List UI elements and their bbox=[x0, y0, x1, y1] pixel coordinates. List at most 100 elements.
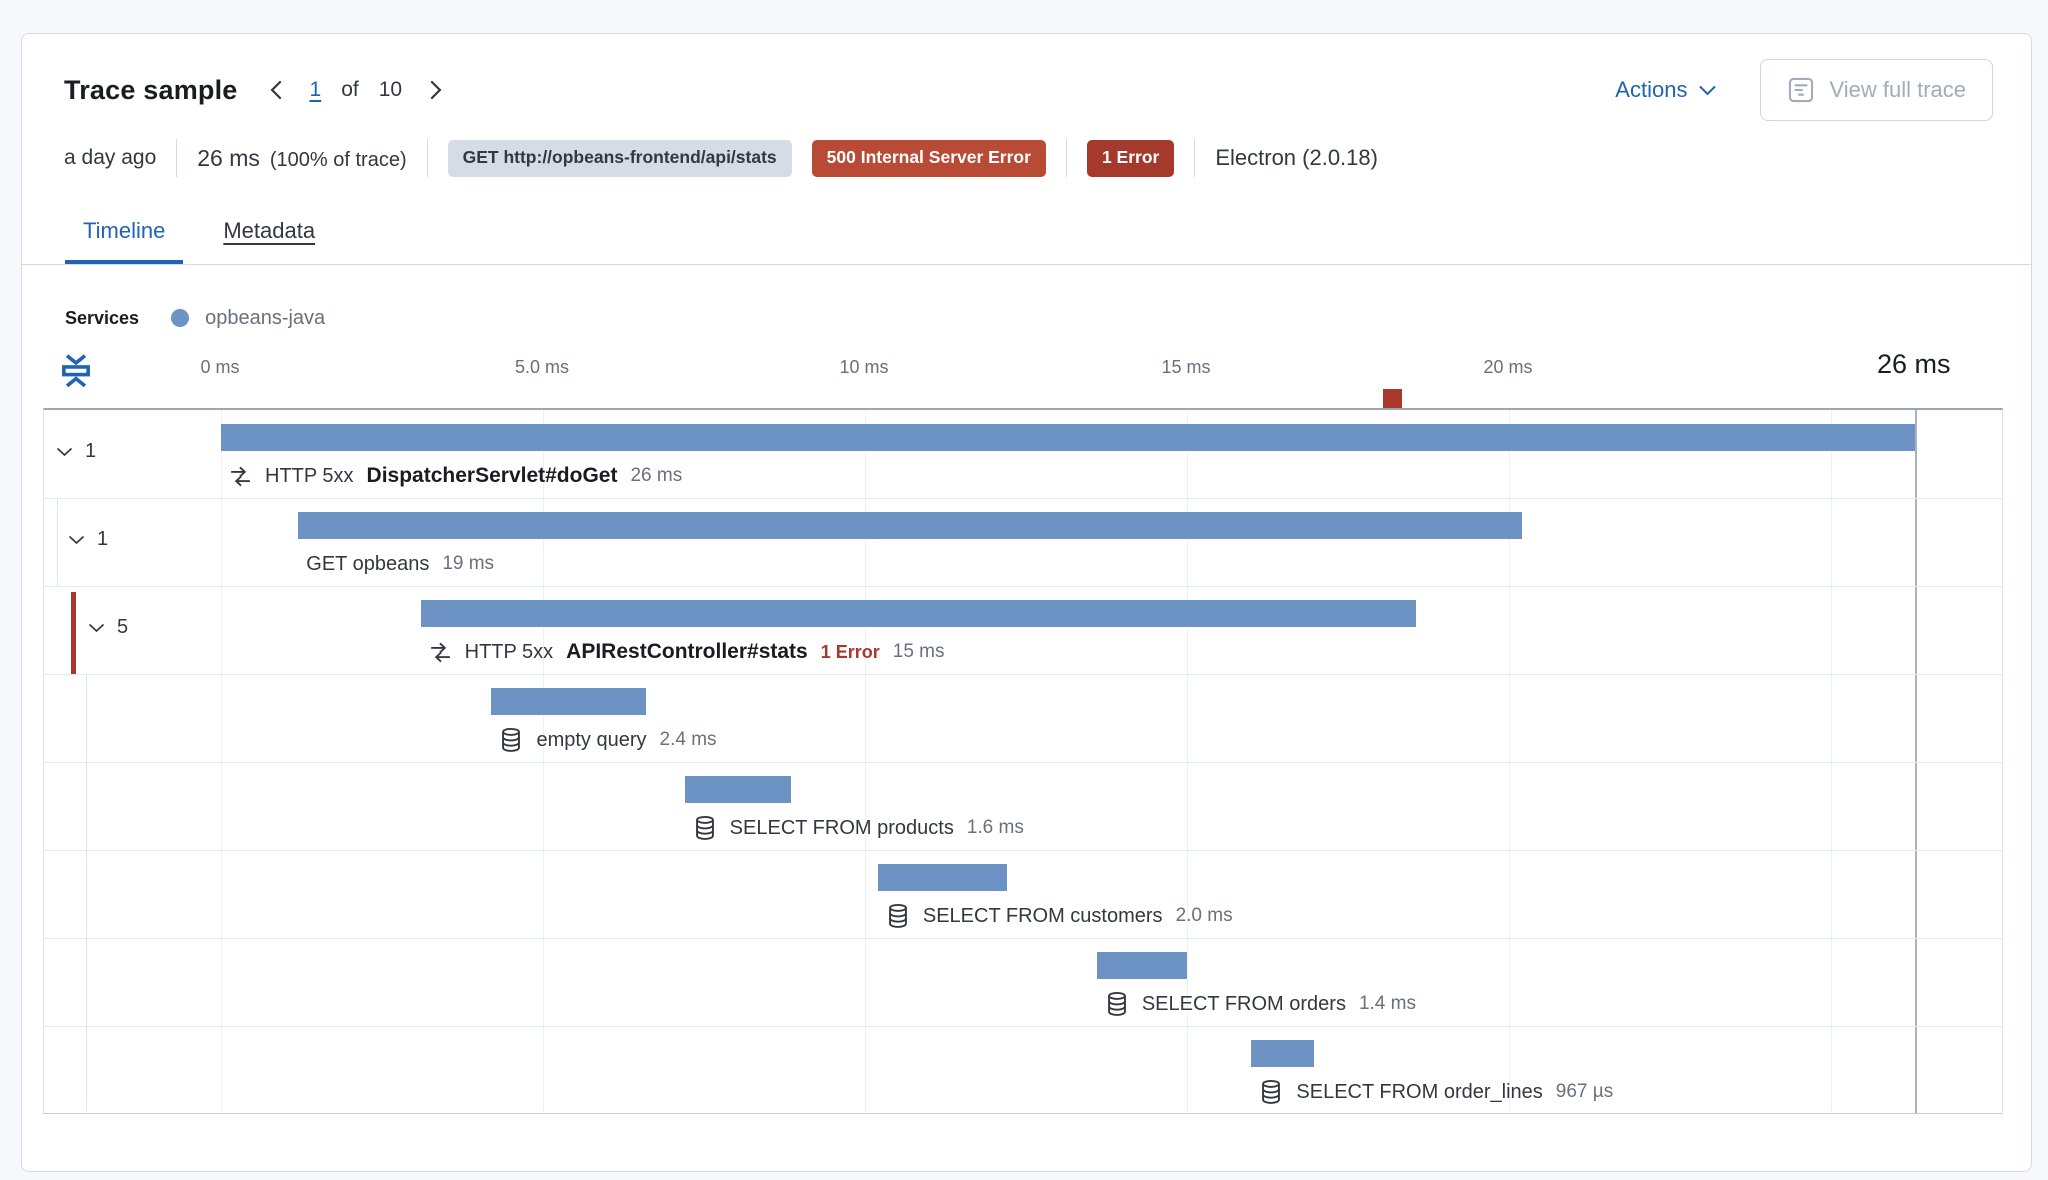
merge-icon bbox=[231, 466, 250, 486]
tab-metadata[interactable]: Metadata bbox=[205, 204, 333, 264]
error-count-badge[interactable]: 1 Error bbox=[1086, 139, 1175, 177]
span-name: empty query bbox=[536, 728, 647, 751]
previous-trace-button[interactable] bbox=[262, 75, 290, 105]
indent-guide bbox=[57, 498, 58, 586]
database-icon bbox=[888, 903, 907, 928]
services-legend: Services opbeans-java bbox=[22, 305, 2031, 331]
trace-summary: a day ago 26 ms (100% of trace) GET http… bbox=[22, 122, 2031, 178]
span-duration: 967 µs bbox=[1555, 1081, 1614, 1102]
span-label: SELECT FROM order_lines 967 µs bbox=[1259, 1076, 1613, 1108]
span-bar[interactable] bbox=[221, 424, 1915, 451]
merge-icon bbox=[430, 642, 450, 662]
database-icon bbox=[502, 727, 521, 752]
child-span-count: 1 bbox=[85, 440, 97, 462]
trace-total-duration-label: 26 ms bbox=[1876, 349, 1951, 379]
gridline bbox=[221, 410, 222, 1113]
apm-trace-icon bbox=[1789, 77, 1814, 103]
toggle-children-button[interactable]: 1 bbox=[56, 440, 96, 463]
waterfall-row[interactable]: empty query 2.4 ms bbox=[44, 674, 2002, 762]
row-separator bbox=[44, 850, 2002, 851]
row-separator bbox=[44, 674, 2002, 675]
waterfall-row[interactable]: 1 GET opbeans 19 ms bbox=[44, 498, 2002, 586]
span-duration: 2.4 ms bbox=[659, 729, 717, 750]
span-duration: 15 ms bbox=[892, 641, 945, 662]
next-trace-button[interactable] bbox=[422, 75, 450, 105]
pagination-current-page[interactable]: 1 bbox=[309, 78, 322, 101]
tab-timeline[interactable]: Timeline bbox=[65, 204, 183, 264]
page-title: Trace sample bbox=[64, 74, 238, 105]
gridline bbox=[1509, 410, 1510, 1113]
span-duration: 1.6 ms bbox=[966, 817, 1024, 838]
axis-tick: 5.0 ms bbox=[514, 357, 570, 377]
service-name: opbeans-java bbox=[205, 306, 326, 329]
gridline bbox=[865, 410, 866, 1113]
http-status-badge: 500 Internal Server Error bbox=[811, 139, 1046, 177]
span-label: empty query 2.4 ms bbox=[499, 724, 717, 756]
chevron-right-icon bbox=[430, 80, 442, 100]
axis-tick: 20 ms bbox=[1483, 357, 1533, 377]
actions-button[interactable]: Actions bbox=[1615, 77, 1716, 103]
waterfall-row[interactable]: SELECT FROM orders 1.4 ms bbox=[44, 938, 2002, 1026]
request-url-badge: GET http://opbeans-frontend/api/stats bbox=[447, 139, 792, 177]
service-color-dot bbox=[171, 309, 190, 327]
trace-duration: 26 ms bbox=[197, 144, 260, 171]
waterfall-row[interactable]: SELECT FROM order_lines 967 µs bbox=[44, 1026, 2002, 1114]
divider bbox=[1194, 139, 1196, 177]
waterfall-row[interactable]: SELECT FROM products 1.6 ms bbox=[44, 762, 2002, 850]
span-label: HTTP 5xx APIRestController#stats 1 Error 15… bbox=[429, 636, 945, 668]
waterfall-row[interactable]: 5 HTTP 5xx APIRestController#stats 1 Error 1… bbox=[44, 586, 2002, 674]
row-separator bbox=[44, 762, 2002, 763]
span-error-count[interactable]: 1 Error bbox=[820, 641, 880, 662]
toggle-children-button[interactable]: 5 bbox=[88, 616, 128, 639]
database-icon bbox=[1262, 1079, 1281, 1104]
axis-tick: 15 ms bbox=[1161, 357, 1211, 377]
span-duration: 1.4 ms bbox=[1358, 993, 1416, 1014]
span-bar[interactable] bbox=[420, 600, 1416, 627]
error-marker[interactable] bbox=[1383, 389, 1403, 408]
actions-label: Actions bbox=[1615, 77, 1688, 102]
divider bbox=[426, 139, 428, 177]
span-label: SELECT FROM customers 2.0 ms bbox=[886, 900, 1233, 932]
trace-end-line bbox=[1914, 410, 1917, 1113]
waterfall-row[interactable]: 1 HTTP 5xx DispatcherServlet#doGet 26 ms bbox=[44, 410, 2002, 498]
trace-pagination: 1 of 10 bbox=[262, 75, 451, 105]
card-header: Trace sample 1 of 10 Actions View full bbox=[22, 34, 2031, 122]
span-name: APIRestController#stats bbox=[566, 640, 808, 663]
divider bbox=[176, 139, 178, 177]
span-name: DispatcherServlet#doGet bbox=[366, 464, 618, 487]
row-separator bbox=[44, 1026, 2002, 1027]
pagination-of-label: of bbox=[341, 78, 359, 101]
row-separator bbox=[44, 498, 2002, 499]
toggle-children-button[interactable]: 1 bbox=[68, 528, 108, 551]
span-label: HTTP 5xx DispatcherServlet#doGet 26 ms bbox=[229, 460, 682, 492]
span-duration: 19 ms bbox=[442, 553, 495, 574]
axis-tick: 10 ms bbox=[839, 357, 889, 377]
view-full-trace-button[interactable]: View full trace bbox=[1760, 59, 1993, 121]
database-icon bbox=[1107, 991, 1126, 1016]
row-separator bbox=[44, 586, 2002, 587]
span-name: GET opbeans bbox=[306, 552, 430, 575]
fold-icon bbox=[62, 354, 90, 388]
span-bar[interactable] bbox=[298, 512, 1522, 539]
tab-bar: Timeline Metadata bbox=[22, 204, 2031, 265]
span-bar[interactable] bbox=[684, 776, 791, 803]
span-bar[interactable] bbox=[877, 864, 1007, 891]
span-bar[interactable] bbox=[491, 688, 647, 715]
span-label: SELECT FROM orders 1.4 ms bbox=[1105, 988, 1416, 1020]
waterfall-row[interactable]: SELECT FROM customers 2.0 ms bbox=[44, 850, 2002, 938]
span-label: SELECT FROM products 1.6 ms bbox=[693, 812, 1024, 844]
database-icon bbox=[695, 815, 714, 840]
span-name: SELECT FROM order_lines bbox=[1296, 1080, 1543, 1103]
chevron-down-icon bbox=[1699, 85, 1716, 95]
collapse-all-button[interactable] bbox=[58, 347, 102, 395]
span-name: SELECT FROM products bbox=[729, 816, 954, 839]
span-bar[interactable] bbox=[1251, 1040, 1314, 1067]
axis-tick: 0 ms bbox=[200, 357, 240, 377]
span-duration: 2.0 ms bbox=[1175, 905, 1233, 926]
span-label: GET opbeans 19 ms bbox=[306, 548, 494, 580]
chevron-down-icon bbox=[56, 447, 73, 456]
gridline bbox=[543, 410, 544, 1113]
error-indicator-strip bbox=[71, 592, 76, 674]
span-bar[interactable] bbox=[1096, 952, 1187, 979]
pagination-total-pages: 10 bbox=[378, 78, 403, 101]
